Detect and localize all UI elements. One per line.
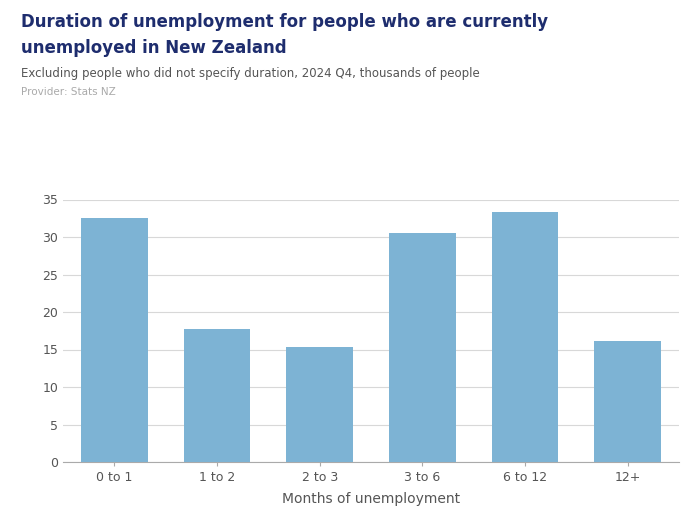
Bar xyxy=(81,218,148,462)
Bar xyxy=(594,341,661,462)
Bar xyxy=(389,233,456,462)
Text: figure.nz: figure.nz xyxy=(578,9,658,26)
Bar xyxy=(491,212,559,462)
Bar xyxy=(286,347,353,462)
Text: Duration of unemployment for people who are currently: Duration of unemployment for people who … xyxy=(21,13,548,31)
X-axis label: Months of unemployment: Months of unemployment xyxy=(282,492,460,506)
Text: Provider: Stats NZ: Provider: Stats NZ xyxy=(21,87,116,97)
Text: unemployed in New Zealand: unemployed in New Zealand xyxy=(21,39,286,57)
Text: Excluding people who did not specify duration, 2024 Q4, thousands of people: Excluding people who did not specify dur… xyxy=(21,67,480,80)
Bar xyxy=(183,329,251,462)
